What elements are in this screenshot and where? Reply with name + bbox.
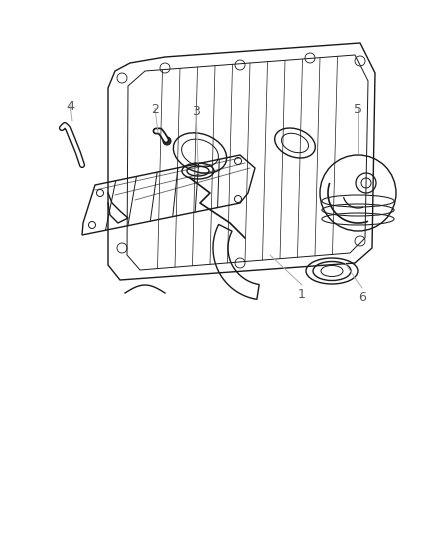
Text: 1: 1 <box>298 288 306 301</box>
Text: 2: 2 <box>151 103 159 116</box>
Text: 5: 5 <box>354 103 362 116</box>
Circle shape <box>163 137 171 145</box>
Text: 4: 4 <box>66 100 74 113</box>
Text: 3: 3 <box>192 105 200 118</box>
Text: 6: 6 <box>358 291 366 304</box>
